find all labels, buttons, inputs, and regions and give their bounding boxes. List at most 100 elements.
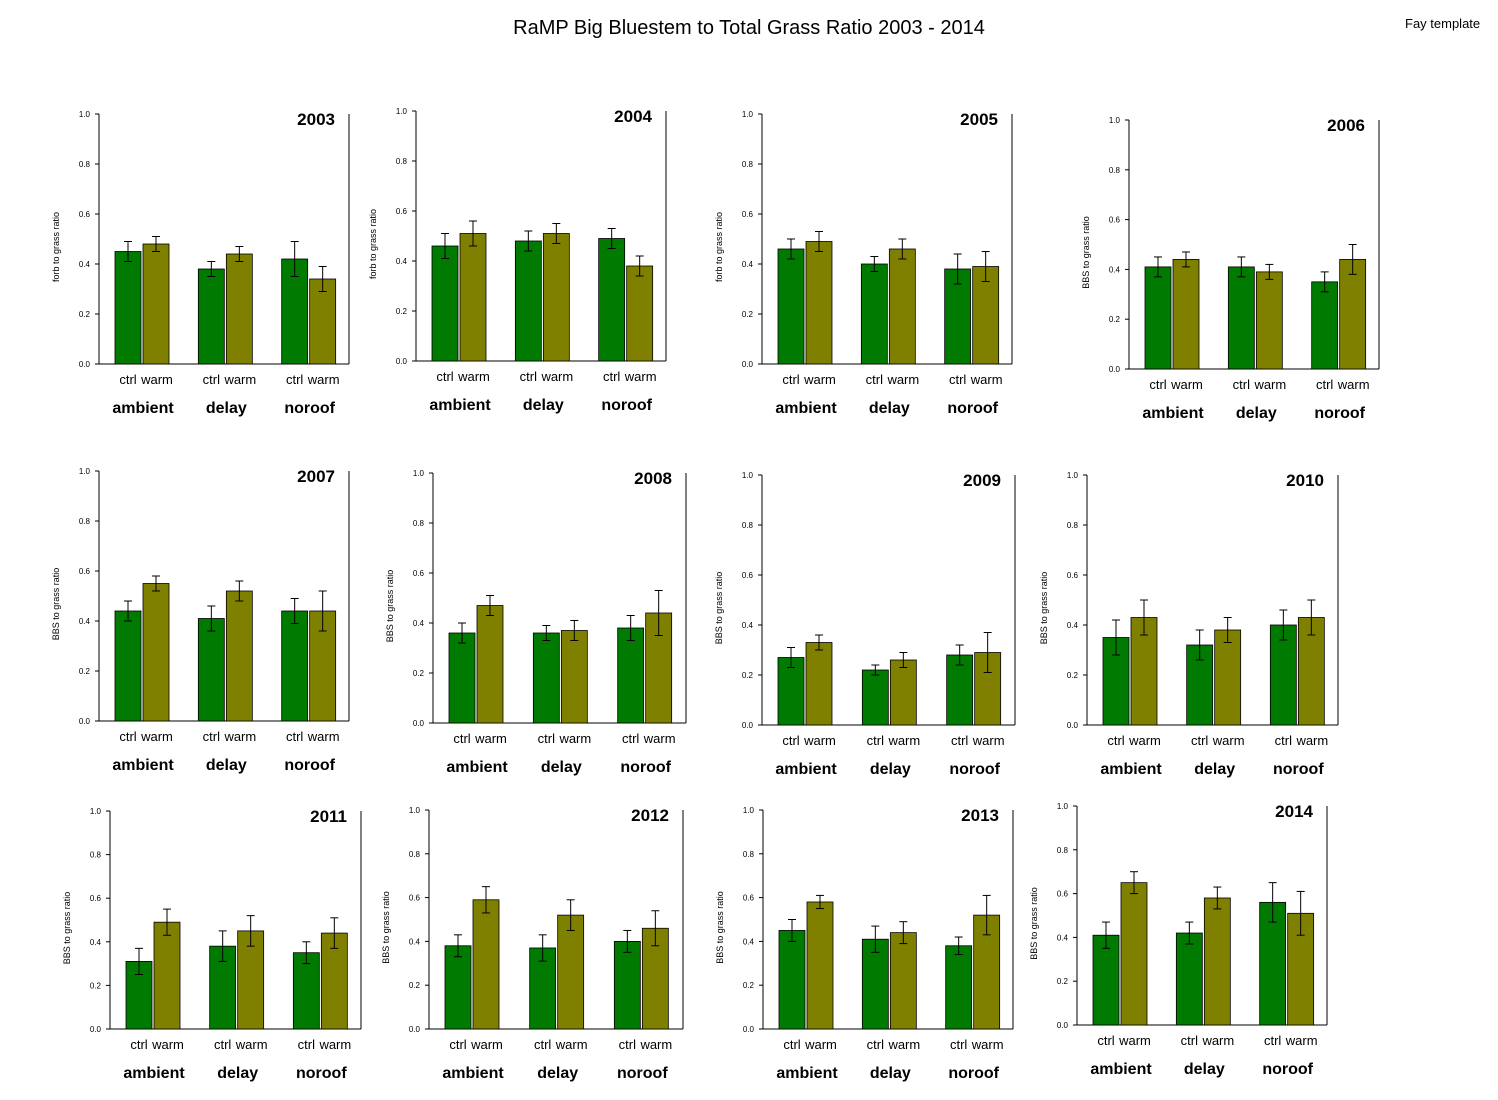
bar-noroof-ctrl [1269,624,1297,726]
y-tick-label: 1.0 [396,107,408,116]
sublabel-ctrl: ctrl [783,1037,800,1052]
bar-ambient-ctrl [114,610,142,722]
sublabel-warm: warm [643,731,676,746]
bar-delay-ctrl [197,618,225,722]
y-axis-label: BBS to grass ratio [51,568,61,641]
bar-ambient-ctrl [448,632,476,724]
y-tick-label: 0.6 [409,894,421,903]
sublabel-warm: warm [223,372,256,387]
category-label-noroof: noroof [601,397,652,414]
y-tick-label: 1.0 [90,807,102,816]
bar-ambient-warm [142,583,170,722]
bar-noroof-warm [626,265,654,362]
bar-ambient-ctrl [431,245,459,362]
bar-ambient-warm [805,241,833,365]
sublabel-warm: warm [1170,377,1203,392]
bar-ambient-warm [476,605,504,724]
y-tick-label: 1.0 [1057,802,1069,811]
y-tick-label: 0.0 [79,717,91,726]
chart-panel-2006: 0.0 0.2 0.4 0.6 0.8 1.0 BBS to grass ratio 2006… [1081,116,1380,422]
bar-noroof-warm [641,927,669,1030]
chart-panel-2009: 0.0 0.2 0.4 0.6 0.8 1.0 BBS to grass ratio 2009… [714,471,1016,778]
y-tick-label: 0.0 [396,357,408,366]
bar-noroof-ctrl [944,268,972,365]
y-tick-label: 1.0 [413,469,425,478]
bar-delay-warm [225,590,253,722]
sublabel-warm: warm [624,369,657,384]
bar-delay-ctrl [197,268,225,365]
category-label-noroof: noroof [948,1065,999,1082]
y-tick-label: 0.4 [1057,933,1069,942]
y-axis-label: BBS to grass ratio [1039,572,1049,645]
bar-noroof-warm [645,612,673,724]
y-tick-label: 0.8 [1067,521,1079,530]
chart-panel-2008: 0.0 0.2 0.4 0.6 0.8 1.0 BBS to grass ratio 2008… [385,469,687,776]
bar-noroof-ctrl [1311,281,1339,370]
bar-delay-warm [888,248,916,365]
panel-title: 2010 [1286,471,1324,490]
bar-delay-warm [560,630,588,724]
y-tick-label: 0.6 [1057,890,1069,899]
category-label-delay: delay [1194,761,1235,778]
chart-panel-2014: 0.0 0.2 0.4 0.6 0.8 1.0 BBS to grass ratio 2014… [1029,802,1328,1078]
sublabel-warm: warm [1201,1033,1234,1048]
category-label-noroof: noroof [947,400,998,417]
y-axis-label: BBS to grass ratio [385,570,395,643]
category-label-ambient: ambient [112,400,174,417]
sublabel-warm: warm [223,729,256,744]
sublabel-warm: warm [470,1037,503,1052]
y-tick-label: 0.8 [742,160,754,169]
sublabel-warm: warm [555,1037,588,1052]
bar-ambient-warm [805,642,833,726]
sublabel-warm: warm [140,372,173,387]
sublabel-ctrl: ctrl [298,1037,315,1052]
y-tick-label: 0.0 [79,360,91,369]
bar-delay-warm [889,932,917,1030]
sublabel-warm: warm [540,369,573,384]
panel-title: 2004 [614,107,652,126]
bar-ambient-warm [806,901,834,1030]
sublabel-ctrl: ctrl [119,729,136,744]
y-tick-label: 0.2 [413,669,425,678]
category-label-noroof: noroof [1273,761,1324,778]
bar-delay-ctrl [861,938,889,1030]
category-label-delay: delay [206,400,247,417]
y-tick-label: 0.6 [742,571,754,580]
y-axis-label: BBS to grass ratio [381,891,391,964]
y-tick-label: 0.8 [90,851,102,860]
bar-ambient-ctrl [777,248,805,365]
y-tick-label: 0.0 [742,721,754,730]
y-tick-label: 0.4 [79,617,91,626]
bar-noroof-ctrl [281,610,309,722]
y-axis-label: BBS to grass ratio [1029,887,1039,960]
panel-title: 2011 [310,807,347,826]
category-label-noroof: noroof [284,757,335,774]
chart-panel-2012: 0.0 0.2 0.4 0.6 0.8 1.0 BBS to grass ratio 2012… [381,806,684,1082]
y-axis-label: BBS to grass ratio [62,892,72,965]
panel-title: 2009 [963,471,1001,490]
category-label-ambient: ambient [123,1065,185,1082]
bar-delay-warm [889,659,917,726]
sublabel-warm: warm [1212,733,1245,748]
chart-panel-2007: 0.0 0.2 0.4 0.6 0.8 1.0 BBS to grass ratio 2007… [51,467,350,774]
y-tick-label: 0.6 [79,210,91,219]
bar-delay-ctrl [1227,266,1255,370]
sublabel-ctrl: ctrl [1107,733,1124,748]
category-label-noroof: noroof [1314,405,1365,422]
bar-noroof-ctrl [1259,901,1287,1026]
sublabel-warm: warm [1253,377,1286,392]
bar-delay-warm [1203,897,1231,1026]
category-label-ambient: ambient [1142,405,1204,422]
sublabel-warm: warm [318,1037,351,1052]
category-label-ambient: ambient [112,757,174,774]
y-axis-label: BBS to grass ratio [715,891,725,964]
y-tick-label: 0.0 [1057,1021,1069,1030]
y-tick-label: 0.4 [742,260,754,269]
y-tick-label: 0.2 [1067,671,1079,680]
sublabel-ctrl: ctrl [1233,377,1250,392]
y-tick-label: 1.0 [742,110,754,119]
sublabel-ctrl: ctrl [1149,377,1166,392]
y-tick-label: 0.4 [743,937,755,946]
sublabel-ctrl: ctrl [951,733,968,748]
